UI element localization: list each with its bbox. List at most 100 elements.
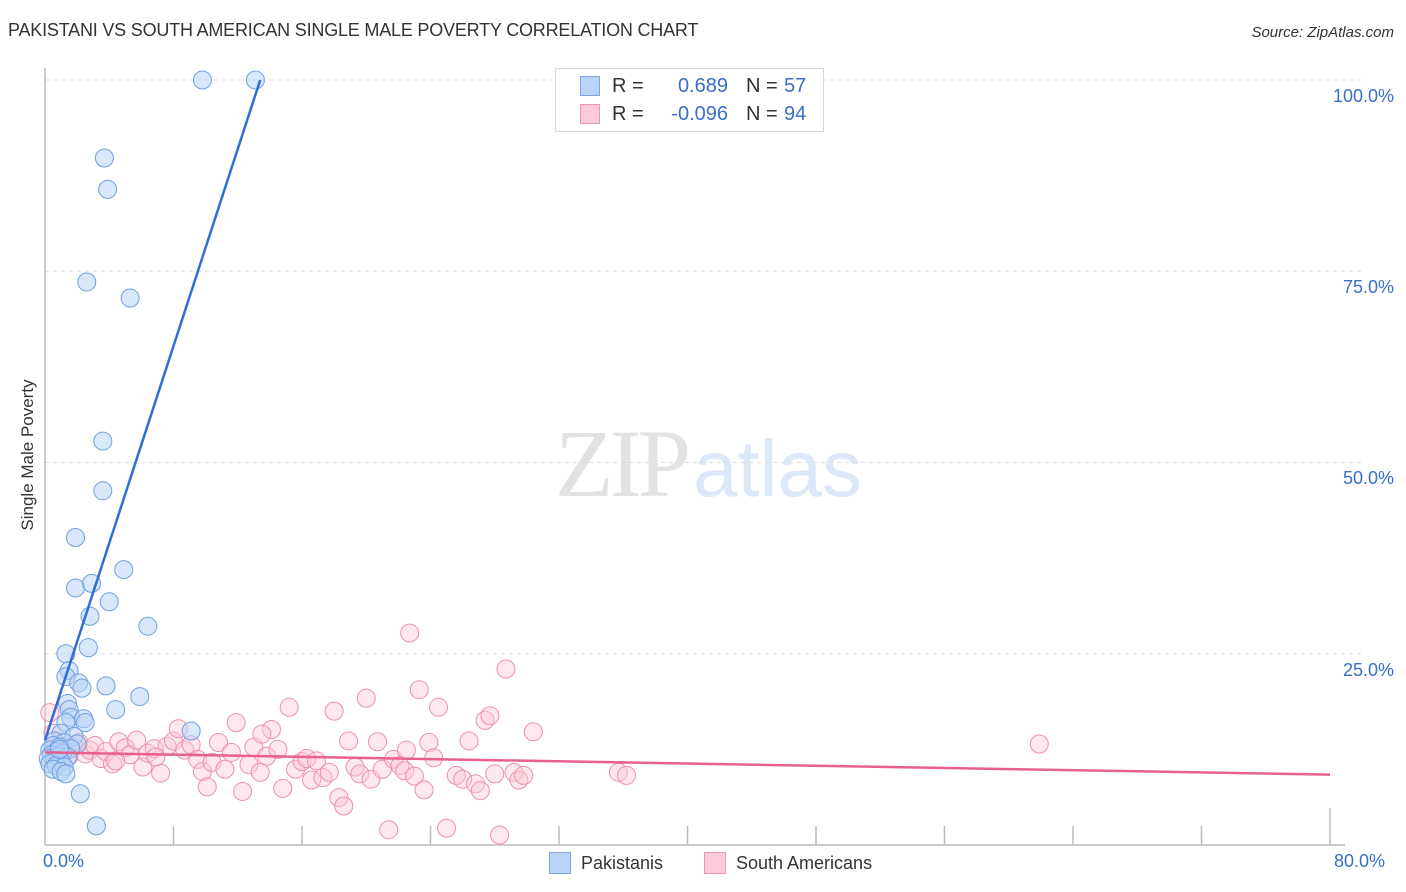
y-tick-75: 75.0% xyxy=(1342,277,1394,297)
data-point xyxy=(66,578,86,598)
trend-line xyxy=(43,79,262,741)
n-value: 94 xyxy=(784,102,807,125)
r-label: R = xyxy=(612,102,644,125)
data-point xyxy=(523,722,543,742)
data-point xyxy=(245,70,265,90)
data-point xyxy=(93,431,113,451)
data-point xyxy=(94,148,114,168)
source-label: Source: ZipAtlas.com xyxy=(1251,24,1394,41)
n-value: 57 xyxy=(784,74,807,97)
data-point xyxy=(414,780,434,800)
r-value: -0.096 xyxy=(671,102,728,125)
watermark: ZIPatlas xyxy=(555,408,862,519)
data-point xyxy=(106,700,126,720)
y-tick-100: 100.0% xyxy=(1332,86,1394,106)
data-point xyxy=(400,623,420,643)
y-tick-50: 50.0% xyxy=(1342,468,1394,488)
data-point xyxy=(77,272,97,292)
legend-row-south-americans: R = -0.096 N = 94 xyxy=(580,101,806,127)
pakistanis-swatch xyxy=(549,852,571,874)
data-point xyxy=(496,659,516,679)
data-point xyxy=(261,719,281,739)
data-point xyxy=(616,765,636,785)
data-point xyxy=(130,687,150,707)
data-point xyxy=(151,763,171,783)
data-point xyxy=(319,762,339,782)
data-point xyxy=(250,762,270,782)
data-point xyxy=(181,721,201,741)
data-point xyxy=(268,739,288,759)
x-tick-80: 80.0% xyxy=(1334,851,1386,871)
data-point xyxy=(350,764,370,784)
data-point xyxy=(78,638,98,658)
data-point xyxy=(226,713,246,733)
data-point xyxy=(470,781,490,801)
data-point xyxy=(98,179,118,199)
pakistanis-swatch xyxy=(580,76,600,96)
data-point xyxy=(115,738,135,758)
data-point xyxy=(215,759,235,779)
data-point xyxy=(480,706,500,726)
data-point xyxy=(49,739,69,759)
south-americans-swatch xyxy=(704,852,726,874)
data-point xyxy=(419,732,439,752)
gridlines xyxy=(45,79,1365,655)
data-point xyxy=(99,592,119,612)
data-point xyxy=(324,701,344,721)
data-point xyxy=(80,606,100,626)
data-point xyxy=(1029,734,1049,754)
trend-line xyxy=(44,751,1331,776)
data-point xyxy=(409,680,429,700)
data-point xyxy=(356,688,376,708)
chart-title: PAKISTANI VS SOUTH AMERICAN SINGLE MALE … xyxy=(8,20,699,40)
data-point xyxy=(395,761,415,781)
legend-row-pakistanis: R = 0.689 N = 57 xyxy=(580,73,806,99)
data-point xyxy=(93,481,113,501)
data-point xyxy=(138,616,158,636)
watermark-atlas: atlas xyxy=(693,424,862,513)
data-point xyxy=(233,781,253,801)
south-americans-swatch xyxy=(580,104,600,124)
data-point xyxy=(86,816,106,836)
data-point xyxy=(279,697,299,717)
n-label: N = xyxy=(746,74,778,97)
data-point xyxy=(114,560,134,580)
data-point xyxy=(66,527,86,547)
data-point xyxy=(192,70,212,90)
data-point xyxy=(96,676,116,696)
data-point xyxy=(334,796,354,816)
data-point xyxy=(459,731,479,751)
data-point xyxy=(490,825,510,845)
legend-label-pakistanis: Pakistanis xyxy=(581,852,664,873)
data-point xyxy=(221,742,241,762)
axes xyxy=(44,68,1345,846)
data-point xyxy=(56,764,76,784)
r-value: 0.689 xyxy=(677,74,728,97)
data-point xyxy=(127,730,147,750)
data-point xyxy=(302,770,322,790)
data-point xyxy=(404,766,424,786)
data-point xyxy=(120,288,140,308)
data-point xyxy=(197,777,217,797)
x-tick-0: 0.0% xyxy=(43,851,85,871)
legend-item-south-americans[interactable]: South Americans xyxy=(704,852,872,874)
legend-item-pakistanis[interactable]: Pakistanis xyxy=(549,852,663,874)
data-point xyxy=(429,697,449,717)
data-point xyxy=(82,573,102,593)
data-point xyxy=(485,764,505,784)
y-tick-25: 25.0% xyxy=(1342,660,1394,680)
data-point xyxy=(339,731,359,751)
data-point xyxy=(437,818,457,838)
data-point xyxy=(208,732,228,752)
data-point xyxy=(273,778,293,798)
data-point xyxy=(367,732,387,752)
data-point xyxy=(379,820,399,840)
r-label: R = xyxy=(612,74,644,97)
y-axis-label: Single Male Poverty xyxy=(18,379,37,531)
data-point xyxy=(313,768,333,788)
watermark-zip: ZIP xyxy=(555,410,691,517)
trend-lines xyxy=(43,79,1331,776)
data-point xyxy=(75,713,95,733)
data-point xyxy=(102,754,122,774)
